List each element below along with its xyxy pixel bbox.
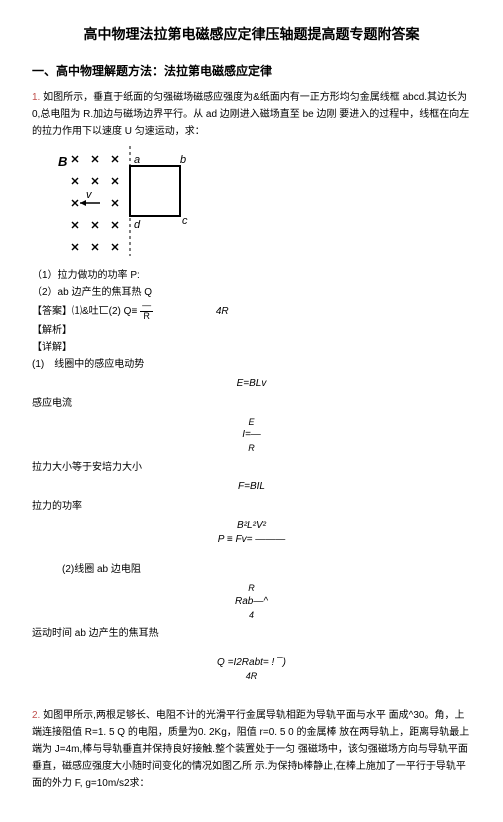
- answer-frac: — R: [140, 301, 153, 322]
- step4: 拉力的功率: [32, 498, 471, 515]
- label-a: a: [134, 154, 140, 166]
- answer-right: 4R: [216, 306, 229, 317]
- formula-heat: Q =I2Rabt= ! ¯) 4R: [32, 656, 471, 683]
- label-v: v: [86, 189, 93, 201]
- answer-line: 【答案】⑴&吐匸(2) Q≡ — R 4R: [32, 301, 471, 322]
- formula-emf: E=BLv: [32, 377, 471, 391]
- formula-rab: R Rab—^ 4: [32, 582, 471, 621]
- q2-body: 2. 如图甲所示,两根足够长、电阻不计的光滑平行金属导轨相距为导轨平面与水平 面…: [32, 707, 471, 792]
- q1-text: 如图所示，垂直于纸面的匀强磁场磁感应强度为&纸面内有一正方形均匀金属线框 abc…: [32, 92, 469, 137]
- q2-text: 如图甲所示,两根足够长、电阻不计的光滑平行金属导轨相距为导轨平面与水平 面成^3…: [32, 710, 469, 789]
- q1-body: 1. 如图所示，垂直于纸面的匀强磁场磁感应强度为&纸面内有一正方形均匀金属线框 …: [32, 89, 471, 140]
- answer-label: 【答案】⑴&吐匸(2) Q≡: [32, 306, 137, 317]
- q1-number: 1.: [32, 92, 40, 103]
- jiexi-label: 【解析】: [32, 322, 471, 339]
- q2-number: 2.: [32, 710, 40, 721]
- formula-force: F=BIL: [32, 480, 471, 494]
- label-B: B: [58, 154, 67, 169]
- label-d: d: [134, 219, 141, 231]
- step3: 拉力大小等于安培力大小: [32, 459, 471, 476]
- step6: 运动时间 ab 边产生的焦耳热: [32, 625, 471, 642]
- step2: 感应电流: [32, 395, 471, 412]
- formula-current: E I=— R: [32, 416, 471, 455]
- page-title: 高中物理法拉第电磁感应定律压轴题提高题专题附答案: [32, 24, 471, 44]
- formula-power: B²L²V² P ≡ Fv= ———: [32, 519, 471, 547]
- q1-diagram: B v a b c d: [52, 146, 471, 261]
- label-b: b: [180, 154, 186, 166]
- step5a: (2)线圈 ab 边电阻: [62, 561, 471, 578]
- xiangjie-label: 【详解】: [32, 339, 471, 356]
- q1-sub1: （1）拉力做功的功率 P:: [32, 267, 471, 284]
- step1: (1) 线圈中的感应电动势: [32, 356, 471, 373]
- q1-sub2: （2）ab 边产生的焦耳热 Q: [32, 284, 471, 301]
- section-header: 一、高中物理解题方法：法拉第电磁感应定律: [32, 62, 471, 79]
- label-c: c: [182, 215, 188, 227]
